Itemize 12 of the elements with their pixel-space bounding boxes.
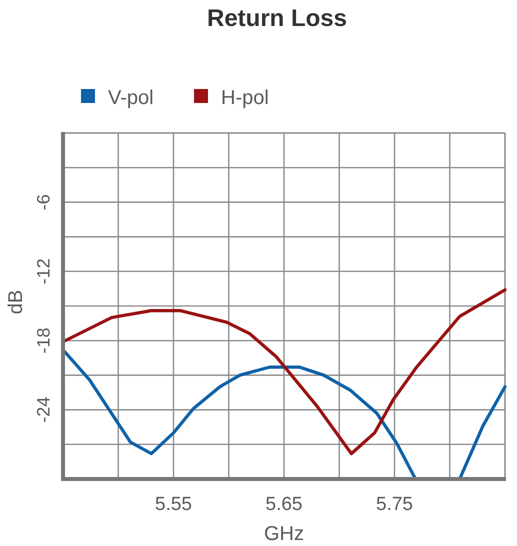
y-tick-label: -6 xyxy=(33,194,54,210)
legend-label: V-pol xyxy=(108,87,154,109)
x-tick-label: 5.55 xyxy=(155,494,192,515)
x-tick-label: 5.75 xyxy=(376,494,413,515)
y-tick-label: -12 xyxy=(33,258,54,284)
legend-label: H-pol xyxy=(221,87,269,109)
y-tick-label: -18 xyxy=(33,328,54,354)
x-axis-title: GHz xyxy=(264,523,304,545)
chart-title: Return Loss xyxy=(206,5,348,32)
y-tick-label: -24 xyxy=(33,396,54,423)
y-axis-title: dB xyxy=(5,290,27,314)
x-tick-label: 5.65 xyxy=(266,494,302,515)
